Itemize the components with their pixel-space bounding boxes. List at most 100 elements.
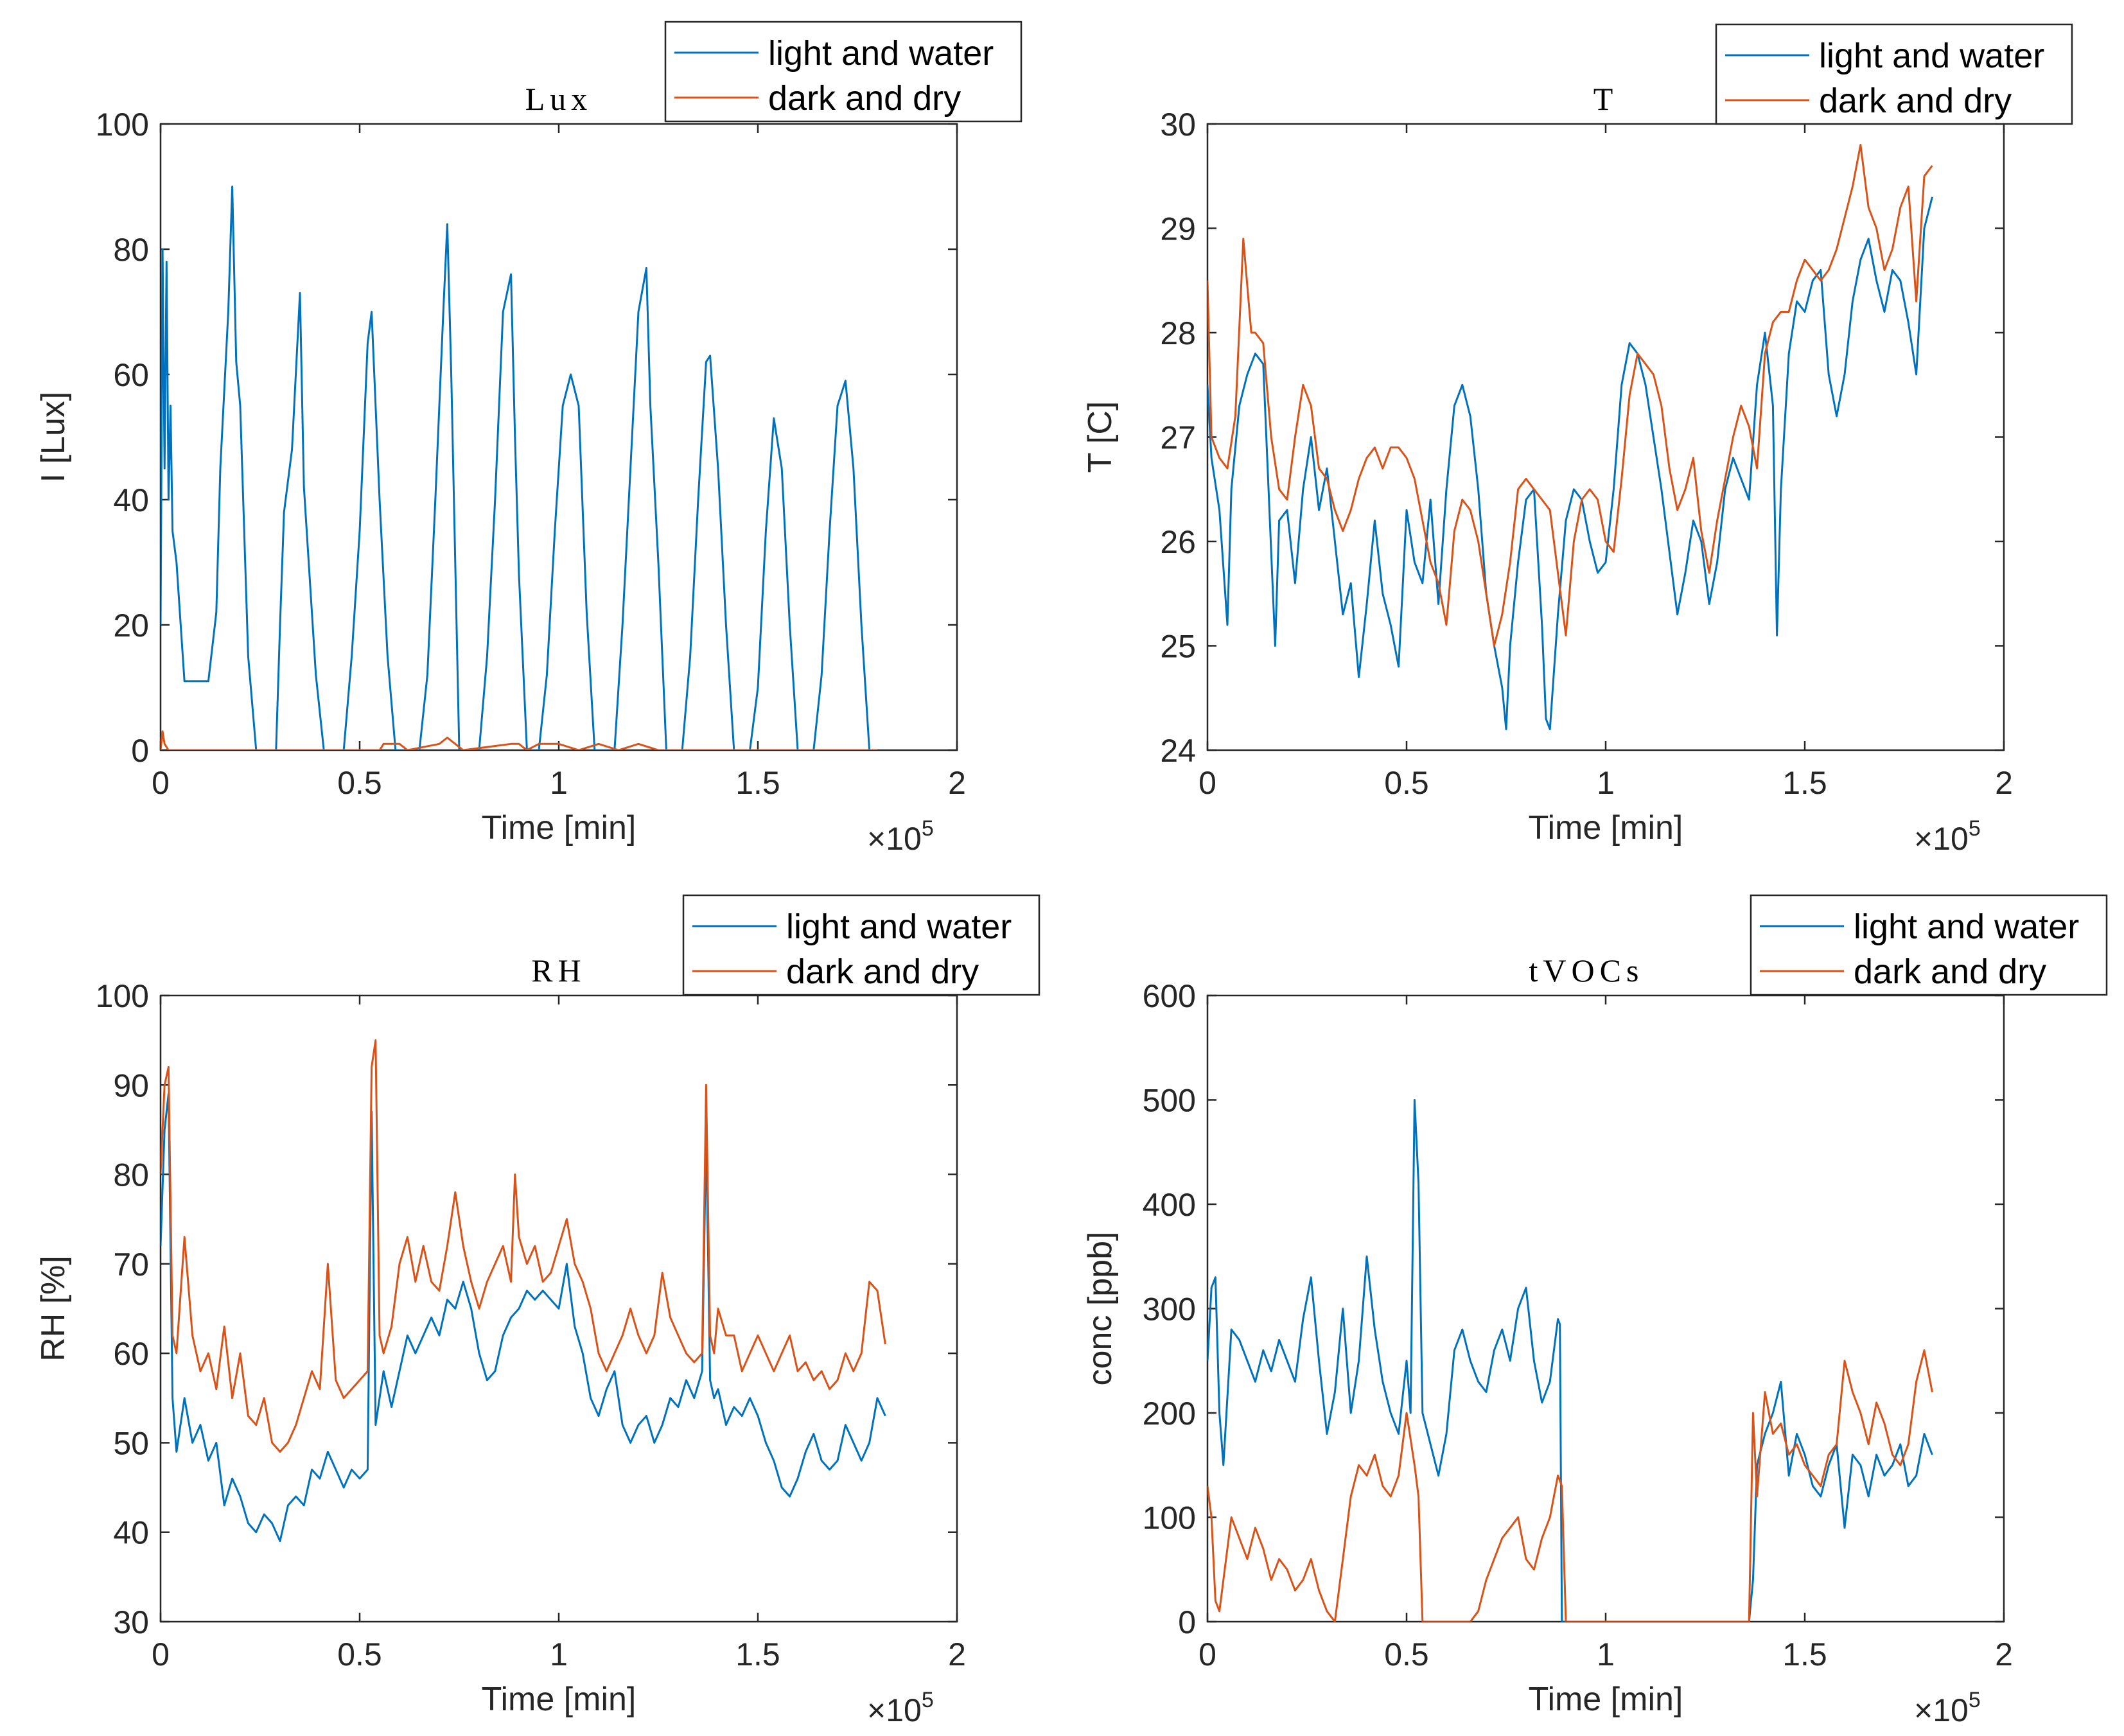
legend-label: light and water xyxy=(1854,907,2079,946)
x-multiplier: ×105 xyxy=(867,1688,934,1728)
y-tick-label: 500 xyxy=(1143,1083,1196,1119)
series-line-dark-and-dry xyxy=(161,1039,886,1453)
y-tick-label: 70 xyxy=(113,1247,149,1283)
x-multiplier-base: ×10 xyxy=(1914,821,1969,857)
x-multiplier: ×105 xyxy=(1914,816,1981,857)
legend: light and water dark and dry xyxy=(1750,894,2108,996)
y-tick-label: 30 xyxy=(1160,107,1196,143)
plot-temperature: 0 0.5 1 1.5 2 24 25 26 27 28 29 30 ×105 Time [min] T [… xyxy=(1082,23,2073,857)
y-axis-label: RH [%] xyxy=(35,1256,72,1362)
x-axis-label: Time [min] xyxy=(482,809,636,846)
y-tick-label: 80 xyxy=(113,232,149,268)
series-line-dark-and-dry xyxy=(161,730,877,750)
plot-title: tVOCs xyxy=(1529,952,1644,988)
x-axis-label: Time [min] xyxy=(1529,809,1683,846)
y-axis-label: T [C] xyxy=(1082,401,1119,473)
x-multiplier-exp: 5 xyxy=(1969,1688,1981,1712)
y-tick-label: 27 xyxy=(1160,420,1196,456)
x-multiplier: ×105 xyxy=(1914,1688,1981,1728)
y-tick-label: 90 xyxy=(113,1067,149,1103)
plot-title: RH xyxy=(531,952,586,988)
series-line-light-and-water xyxy=(1207,1099,1933,1622)
x-multiplier-exp: 5 xyxy=(922,816,934,841)
plot-rh: 0 0.5 1 1.5 2 30 40 50 60 70 80 90 100 ×105 Time [min]… xyxy=(35,894,1040,1728)
x-tick-label: 1.5 xyxy=(735,765,780,801)
y-tick-label: 28 xyxy=(1160,315,1196,351)
legend-label: light and water xyxy=(768,34,994,73)
y-tick-label: 20 xyxy=(113,608,149,644)
y-tick-label: 40 xyxy=(113,482,149,518)
y-tick-label: 100 xyxy=(96,107,149,143)
x-axis-label: Time [min] xyxy=(1529,1681,1683,1718)
axes-box xyxy=(1206,994,2005,1623)
legend-box xyxy=(1715,23,2073,125)
x-multiplier-exp: 5 xyxy=(922,1688,934,1712)
legend: light and water dark and dry xyxy=(682,894,1040,996)
x-tick-label: 0 xyxy=(152,1636,170,1672)
y-tick-label: 60 xyxy=(113,357,149,393)
x-multiplier-base: ×10 xyxy=(867,1692,922,1728)
legend: light and water dark and dry xyxy=(664,21,1023,123)
x-tick-label: 1 xyxy=(550,765,568,801)
y-axis-label: I [Lux] xyxy=(35,392,72,483)
y-tick-label: 60 xyxy=(113,1336,149,1372)
y-tick-label: 29 xyxy=(1160,211,1196,247)
x-tick-label: 2 xyxy=(948,1636,966,1672)
y-tick-label: 300 xyxy=(1143,1292,1196,1328)
x-tick-label: 0 xyxy=(1198,765,1216,801)
x-tick-label: 1 xyxy=(1597,1636,1615,1672)
y-tick-label: 100 xyxy=(1143,1500,1196,1536)
x-multiplier-base: ×10 xyxy=(867,821,922,857)
x-tick-label: 2 xyxy=(1995,765,2013,801)
x-tick-label: 0.5 xyxy=(337,1636,382,1672)
x-tick-label: 0.5 xyxy=(1384,1636,1429,1672)
series-line-light-and-water xyxy=(161,186,877,750)
y-tick-label: 600 xyxy=(1143,978,1196,1014)
series-line-light-and-water xyxy=(161,1092,886,1543)
series-line-light-and-water xyxy=(1207,197,1933,730)
y-tick-label: 24 xyxy=(1160,733,1196,769)
y-tick-label: 0 xyxy=(1178,1604,1196,1640)
plot-tvocs: 0 0.5 1 1.5 2 0 100 200 300 400 500 600 ×105 Time [mi… xyxy=(1082,894,2108,1728)
legend-label: light and water xyxy=(786,907,1012,946)
legend-label: dark and dry xyxy=(786,952,979,991)
y-tick-label: 400 xyxy=(1143,1187,1196,1223)
axes-box xyxy=(1206,123,2005,751)
series-line-dark-and-dry xyxy=(1207,1349,1933,1622)
legend-label: dark and dry xyxy=(768,79,961,118)
legend-label: dark and dry xyxy=(1819,82,2012,120)
y-tick-label: 25 xyxy=(1160,629,1196,665)
y-tick-label: 80 xyxy=(113,1157,149,1193)
series-line-dark-and-dry xyxy=(1207,144,1933,647)
x-tick-label: 1.5 xyxy=(1782,765,1827,801)
x-tick-label: 0.5 xyxy=(337,765,382,801)
x-multiplier: ×105 xyxy=(867,816,934,857)
legend-box xyxy=(682,894,1040,996)
y-axis-label: conc [ppb] xyxy=(1082,1232,1119,1386)
x-tick-label: 2 xyxy=(1995,1636,2013,1672)
y-tick-label: 26 xyxy=(1160,524,1196,560)
x-tick-label: 1.5 xyxy=(1782,1636,1827,1672)
legend: light and water dark and dry xyxy=(1715,23,2073,125)
x-tick-label: 1 xyxy=(1597,765,1615,801)
legend-label: dark and dry xyxy=(1854,952,2046,991)
x-tick-label: 1.5 xyxy=(735,1636,780,1672)
legend-box xyxy=(664,21,1023,123)
x-tick-label: 1 xyxy=(550,1636,568,1672)
x-multiplier-base: ×10 xyxy=(1914,1692,1969,1728)
x-tick-label: 0 xyxy=(152,765,170,801)
x-tick-label: 0.5 xyxy=(1384,765,1429,801)
y-tick-label: 40 xyxy=(113,1515,149,1551)
y-tick-label: 30 xyxy=(113,1604,149,1640)
y-tick-label: 200 xyxy=(1143,1396,1196,1432)
legend-box xyxy=(1750,894,2108,996)
x-tick-label: 2 xyxy=(948,765,966,801)
y-tick-label: 0 xyxy=(131,733,149,769)
axes-box xyxy=(159,123,958,751)
legend-label: light and water xyxy=(1819,37,2044,75)
x-axis-label: Time [min] xyxy=(482,1681,636,1718)
y-tick-label: 50 xyxy=(113,1425,149,1461)
y-tick-label: 100 xyxy=(96,978,149,1014)
x-tick-label: 0 xyxy=(1198,1636,1216,1672)
